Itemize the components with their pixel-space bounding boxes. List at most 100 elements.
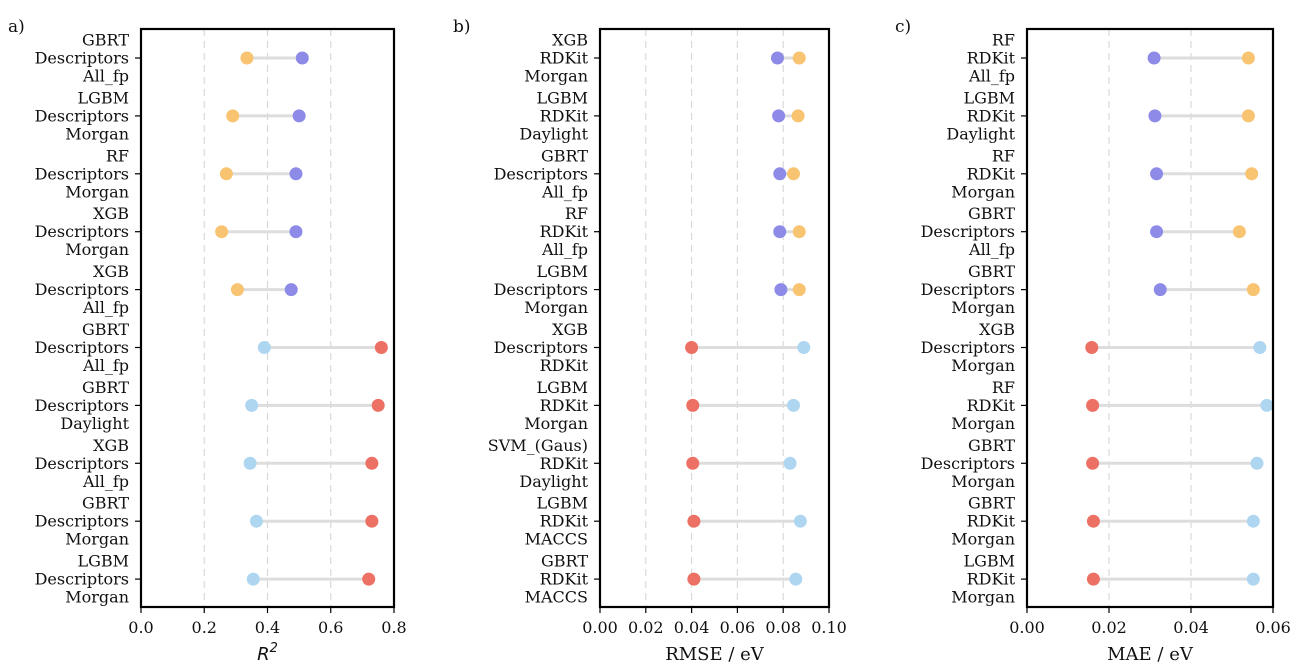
x-tick-label: 0.02 xyxy=(1091,618,1127,637)
category-label: RF xyxy=(106,146,129,165)
category-label: All_fp xyxy=(541,182,588,201)
category-label: RDKit xyxy=(540,356,589,375)
category-label: Descriptors xyxy=(35,396,129,415)
x-tick-label: 0.04 xyxy=(674,618,710,637)
category-label: GBRT xyxy=(82,320,129,339)
category-label: Descriptors xyxy=(35,280,129,299)
category-label: XGB xyxy=(552,31,588,50)
category-label: RDKit xyxy=(540,49,589,68)
point-right xyxy=(371,398,385,412)
category-label: GBRT xyxy=(82,494,129,513)
x-axis-label-superscript: 2 xyxy=(270,641,278,656)
category-label: Descriptors xyxy=(921,338,1015,357)
category-label: Daylight xyxy=(519,124,588,143)
category-label: SVM_(Gaus) xyxy=(488,436,588,455)
category-label: RF xyxy=(565,204,588,223)
point-left xyxy=(226,109,240,123)
category-label: RDKit xyxy=(967,396,1016,415)
category-label: XGB xyxy=(93,204,129,223)
category-label: Morgan xyxy=(65,124,129,143)
point-left xyxy=(1086,514,1100,528)
category-label: Morgan xyxy=(524,414,588,433)
category-label: GBRT xyxy=(968,204,1015,223)
category-label: Descriptors xyxy=(494,338,588,357)
category-label: Descriptors xyxy=(921,454,1015,473)
point-left xyxy=(770,51,784,65)
category-label: XGB xyxy=(979,320,1015,339)
point-right xyxy=(1253,341,1267,354)
category-label: Morgan xyxy=(65,182,129,201)
point-left xyxy=(686,456,700,470)
point-left xyxy=(215,225,229,239)
point-right xyxy=(791,109,805,123)
x-tick-label: 0.06 xyxy=(1255,618,1291,637)
category-label: XGB xyxy=(93,436,129,455)
point-right xyxy=(374,341,388,354)
category-label: Daylight xyxy=(519,472,588,491)
category-label: All_fp xyxy=(82,356,129,375)
category-label: Descriptors xyxy=(35,49,129,68)
x-axis-label: RMSE / eV xyxy=(665,644,765,665)
x-tick-label: 0.00 xyxy=(582,618,618,637)
category-label: Descriptors xyxy=(35,222,129,241)
category-label: Descriptors xyxy=(494,280,588,299)
x-tick-label: 0.6 xyxy=(318,618,343,637)
category-label: Descriptors xyxy=(921,222,1015,241)
category-label: All_fp xyxy=(968,240,1015,259)
point-left xyxy=(1150,225,1164,239)
point-right xyxy=(1260,398,1274,412)
category-label: RF xyxy=(992,378,1015,397)
category-label: All_fp xyxy=(541,240,588,259)
category-label: Morgan xyxy=(951,298,1015,317)
point-right xyxy=(292,109,306,123)
category-label: Morgan xyxy=(65,240,129,259)
point-right xyxy=(1241,109,1255,123)
category-label: Morgan xyxy=(951,472,1015,491)
point-left xyxy=(257,341,271,354)
category-label: Morgan xyxy=(65,588,129,607)
plot-frame xyxy=(1025,27,1275,609)
category-label: RF xyxy=(992,31,1015,50)
category-label: GBRT xyxy=(968,262,1015,281)
panel-3: c)RFRDKitAll_fpLGBMRDKitDaylightRFRDKitM… xyxy=(895,17,1291,665)
point-left xyxy=(1086,398,1100,412)
point-right xyxy=(783,456,797,470)
category-label: GBRT xyxy=(82,31,129,50)
point-left xyxy=(245,398,259,412)
category-label: Morgan xyxy=(951,530,1015,549)
point-right xyxy=(1246,572,1260,586)
point-left xyxy=(773,225,787,239)
point-right xyxy=(792,51,806,65)
category-label: LGBM xyxy=(77,88,129,107)
category-label: All_fp xyxy=(82,67,129,86)
point-right xyxy=(289,167,303,181)
category-label: LGBM xyxy=(963,552,1015,571)
point-left xyxy=(1147,51,1161,65)
category-label: All_fp xyxy=(82,298,129,317)
panel-label: a) xyxy=(8,17,25,37)
category-label: RDKit xyxy=(967,512,1016,531)
category-label: Descriptors xyxy=(35,164,129,183)
x-axis-label: MAE / eV xyxy=(1107,644,1194,665)
category-label: Morgan xyxy=(951,588,1015,607)
point-right xyxy=(1246,283,1260,297)
point-left xyxy=(246,572,260,586)
point-left xyxy=(772,109,786,123)
x-tick-label: 0.2 xyxy=(192,618,217,637)
point-right xyxy=(792,283,806,297)
x-tick-label: 0.00 xyxy=(1009,618,1045,637)
x-tick-label: 0.08 xyxy=(765,618,801,637)
category-label: RDKit xyxy=(540,106,589,125)
x-axis-label: R2 xyxy=(257,641,278,665)
category-label: Descriptors xyxy=(35,454,129,473)
x-tick-label: 0.04 xyxy=(1173,618,1209,637)
point-right xyxy=(792,225,806,239)
point-left xyxy=(1086,572,1100,586)
point-left xyxy=(240,51,254,65)
point-right xyxy=(1232,225,1246,239)
category-label: Descriptors xyxy=(35,338,129,357)
point-left xyxy=(773,167,787,181)
point-right xyxy=(789,572,803,586)
x-tick-label: 0.8 xyxy=(381,618,406,637)
